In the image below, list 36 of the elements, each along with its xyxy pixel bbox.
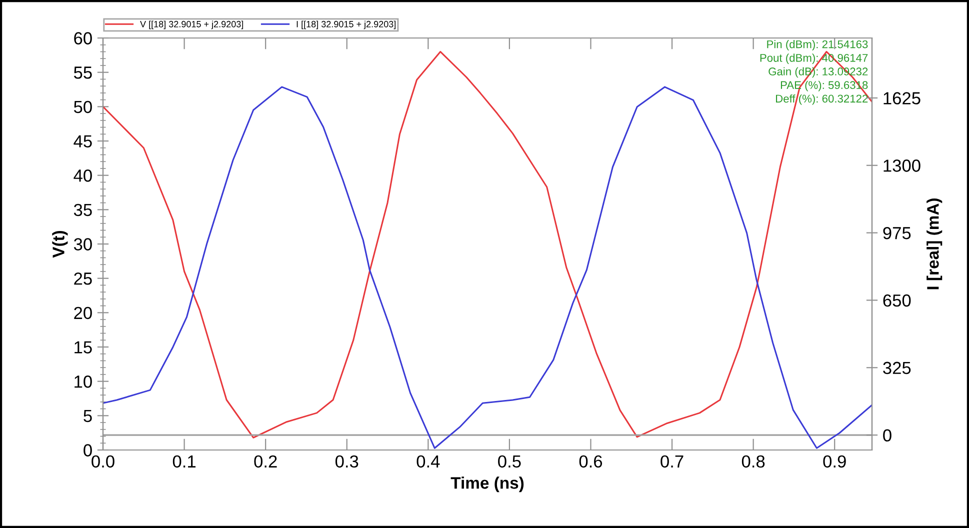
x-tick-label: 0.8 xyxy=(742,455,765,468)
y-tick-label: 5 xyxy=(84,410,92,422)
annotation: Pin (dBm): 21.54163 xyxy=(767,40,868,50)
x-tick-label: 0.3 xyxy=(335,455,358,468)
y-tick-label: 0 xyxy=(84,444,92,456)
x-tick-label: 0.6 xyxy=(579,455,602,468)
x-tick-label: 0.2 xyxy=(254,455,277,468)
x-tick-label: 0.9 xyxy=(823,455,846,468)
y-tick-label: 35 xyxy=(74,204,92,216)
x-tick-label: 0.1 xyxy=(172,455,196,468)
y-tick-label: 20 xyxy=(74,306,92,320)
y-tick-label: 25 xyxy=(74,272,92,285)
y-tick-label: 50 xyxy=(74,100,92,114)
y2-tick-label: 1300 xyxy=(884,160,920,172)
x-tick-label: 0.7 xyxy=(660,455,684,468)
y-tick-label: 10 xyxy=(74,376,92,388)
y2-tick-label: 325 xyxy=(883,362,911,374)
legend-label: I [[18] 32.9015 + j2.9203] xyxy=(296,20,396,30)
y2-tick-label: 650 xyxy=(883,294,911,307)
y2-tick-label: 0 xyxy=(883,429,892,442)
x-tick-label: 0.4 xyxy=(416,455,440,468)
x-tick-label: 0.0 xyxy=(92,455,114,468)
y-tick-label: 30 xyxy=(74,238,92,250)
y-tick-label: 40 xyxy=(74,170,92,182)
annotation: Deff (%): 60.32122 xyxy=(776,94,868,105)
y2-tick-label: 1625 xyxy=(884,92,920,104)
y-tick-label: 15 xyxy=(74,341,92,354)
y-tick-label: 45 xyxy=(74,135,92,148)
y-tick-label: 60 xyxy=(74,32,92,44)
y2-tick-label: 975 xyxy=(883,226,911,240)
legend-label: V [[18] 32.9015 + j2.9203] xyxy=(140,20,244,30)
x-tick-label: 0.5 xyxy=(498,455,521,468)
y-axis-title: V(t) xyxy=(52,230,68,258)
y2-axis-title: I [real] (mA) xyxy=(926,198,942,290)
x-axis-title: Time (ns) xyxy=(450,476,524,492)
y-tick-label: 55 xyxy=(74,66,92,79)
